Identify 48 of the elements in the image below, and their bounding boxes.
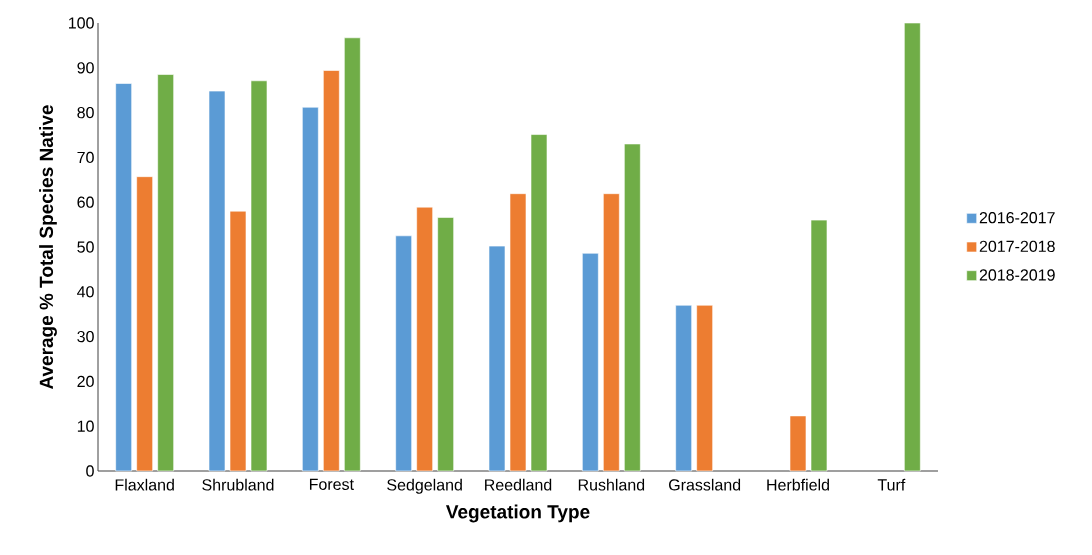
bar	[302, 106, 319, 472]
y-tick-label: 30	[77, 330, 94, 343]
bar	[582, 252, 599, 472]
bar	[675, 304, 692, 472]
bar	[509, 193, 527, 472]
bar	[115, 83, 132, 472]
y-tick-label: 40	[77, 286, 94, 298]
bar	[696, 304, 713, 472]
bar	[904, 22, 921, 472]
bar	[344, 37, 361, 472]
bar	[136, 176, 153, 472]
y-tick-label: 50	[77, 241, 94, 253]
bar	[208, 90, 226, 472]
y-axis-title: Average % Total Species Native	[39, 105, 57, 390]
bar	[603, 193, 620, 472]
bar	[250, 80, 268, 472]
x-tick-label: Flaxland	[115, 478, 174, 491]
y-tick-label: 20	[77, 375, 94, 388]
bar	[789, 415, 807, 472]
y-tick-label: 10	[77, 420, 94, 432]
y-tick-label: 80	[77, 106, 94, 119]
x-tick-label: Turf	[877, 478, 906, 491]
x-tick-label: Sedgeland	[387, 478, 462, 494]
bar	[157, 74, 174, 472]
x-tick-label: Rushland	[578, 478, 645, 491]
bar	[624, 143, 641, 472]
bar	[395, 235, 412, 472]
bar	[488, 245, 506, 472]
legend-label: 2018-2019	[979, 269, 1055, 281]
bar	[323, 70, 340, 472]
x-tick-label: Reedland	[485, 478, 552, 491]
y-tick-label: 100	[69, 17, 94, 29]
bar	[229, 210, 247, 472]
y-tick-label: 70	[77, 151, 94, 164]
x-axis-title: Vegetation Type	[445, 504, 590, 523]
legend-label: 2016-2017	[979, 212, 1055, 224]
bar	[416, 206, 433, 472]
legend-label: 2017-2018	[979, 240, 1055, 252]
x-tick-label: Forest	[309, 478, 354, 490]
y-tick-label: 90	[77, 62, 94, 74]
x-tick-label: Herbfield	[767, 478, 829, 491]
x-tick-label: Grassland	[669, 478, 741, 491]
bar	[810, 219, 828, 472]
y-tick-label: 60	[77, 196, 94, 208]
bar	[530, 134, 548, 472]
y-tick-label: 0	[86, 465, 94, 477]
bar	[437, 217, 454, 472]
x-tick-label: Shrubland	[202, 478, 274, 491]
